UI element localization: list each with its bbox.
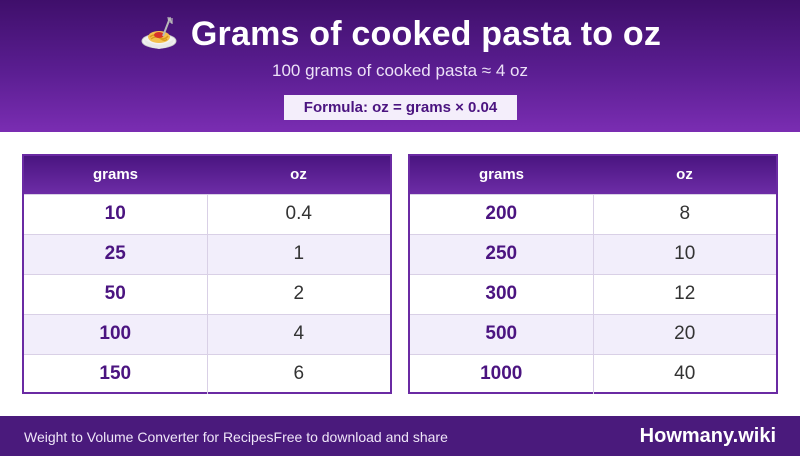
table-row: 250 10 [410, 233, 776, 274]
title-row: Grams of cooked pasta to oz [0, 14, 800, 54]
footer-tagline: Weight to Volume Converter for RecipesFr… [24, 429, 448, 445]
column-header-grams: grams [478, 166, 525, 184]
grams-cell: 250 [410, 233, 594, 274]
grams-cell: 300 [410, 273, 594, 314]
column-header-oz: oz [290, 166, 307, 184]
grams-cell: 25 [24, 233, 208, 274]
footer-bar: Weight to Volume Converter for RecipesFr… [0, 416, 800, 456]
oz-cell: 40 [593, 353, 776, 394]
grams-cell: 10 [24, 193, 208, 234]
grams-cell: 50 [24, 273, 208, 314]
grams-cell: 500 [410, 313, 594, 354]
oz-cell: 6 [207, 353, 390, 394]
table-row: 100 4 [24, 313, 390, 354]
oz-cell: 0.4 [207, 193, 390, 234]
grams-cell: 100 [24, 313, 208, 354]
table-row: 200 8 [410, 193, 776, 234]
grams-cell: 1000 [410, 353, 594, 394]
table-row: 300 12 [410, 273, 776, 314]
header-banner: Grams of cooked pasta to oz 100 grams of… [0, 0, 800, 132]
conversion-table-left: grams oz 10 0.4 25 1 50 2 100 4 150 [22, 154, 392, 394]
formula-box: Formula: oz = grams × 0.04 [284, 95, 517, 120]
grams-cell: 200 [410, 193, 594, 234]
grams-cell: 150 [24, 353, 208, 394]
oz-cell: 12 [593, 273, 776, 314]
page-subtitle: 100 grams of cooked pasta ≈ 4 oz [272, 61, 528, 80]
table-row: 500 20 [410, 313, 776, 354]
column-header-oz: oz [676, 166, 693, 184]
oz-cell: 4 [207, 313, 390, 354]
oz-cell: 10 [593, 233, 776, 274]
page-title: Grams of cooked pasta to oz [190, 15, 662, 53]
table-row: 50 2 [24, 273, 390, 314]
oz-cell: 1 [207, 233, 390, 274]
conversion-table-right: grams oz 200 8 250 10 300 12 500 20 1000 [408, 154, 778, 394]
oz-cell: 2 [207, 273, 390, 314]
oz-cell: 20 [593, 313, 776, 354]
spaghetti-icon [141, 16, 177, 49]
table-header-row: grams oz [24, 156, 390, 194]
brand-logo-text[interactable]: Howmany.wiki [639, 425, 776, 447]
table-row: 1000 40 [410, 353, 776, 394]
table-row: 150 6 [24, 353, 390, 394]
column-header-grams: grams [92, 166, 139, 184]
oz-cell: 8 [593, 193, 776, 234]
table-header-row: grams oz [410, 156, 776, 194]
table-row: 10 0.4 [24, 193, 390, 234]
table-row: 25 1 [24, 233, 390, 274]
